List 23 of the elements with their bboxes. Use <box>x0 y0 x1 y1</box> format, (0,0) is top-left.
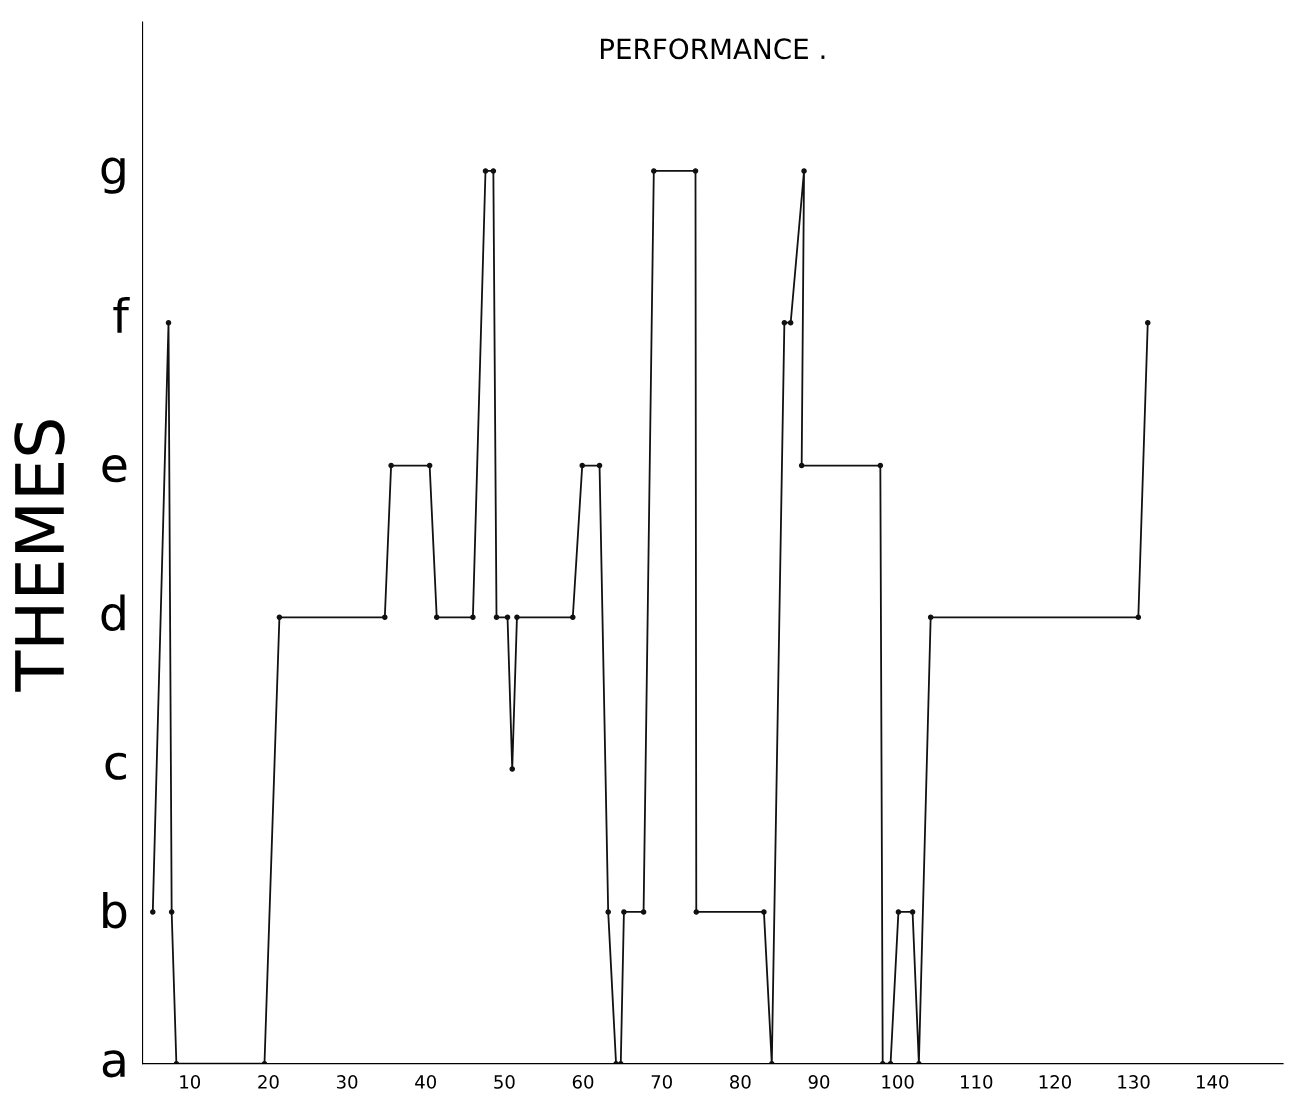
x-tick-label: 80 <box>730 1075 751 1089</box>
y-axis-title: THEMES <box>14 420 65 692</box>
x-tick-label: 40 <box>415 1075 436 1089</box>
text: e <box>102 455 127 483</box>
x-tick-label: 130 <box>1118 1075 1150 1089</box>
text: f <box>113 296 130 333</box>
x-tick-label: 110 <box>961 1075 993 1089</box>
text: b <box>103 892 127 929</box>
x-tick-label: 70 <box>651 1075 672 1089</box>
x-tick-label: 60 <box>572 1075 594 1089</box>
text: g <box>101 157 125 194</box>
x-tick-label: 90 <box>808 1075 830 1089</box>
x-tick-label: 30 <box>336 1075 358 1089</box>
text: a <box>102 1050 125 1078</box>
x-tick-label: 100 <box>882 1075 914 1089</box>
x-tick-label: 50 <box>494 1075 515 1089</box>
x-tick-label: 20 <box>258 1075 279 1089</box>
x-tick-label: 120 <box>1039 1075 1071 1089</box>
chart-title: PERFORMANCE . <box>600 38 825 60</box>
text: d <box>101 594 125 632</box>
x-tick-label: 10 <box>180 1075 201 1089</box>
x-tick-label: 140 <box>1197 1075 1229 1089</box>
text: c <box>105 752 126 780</box>
